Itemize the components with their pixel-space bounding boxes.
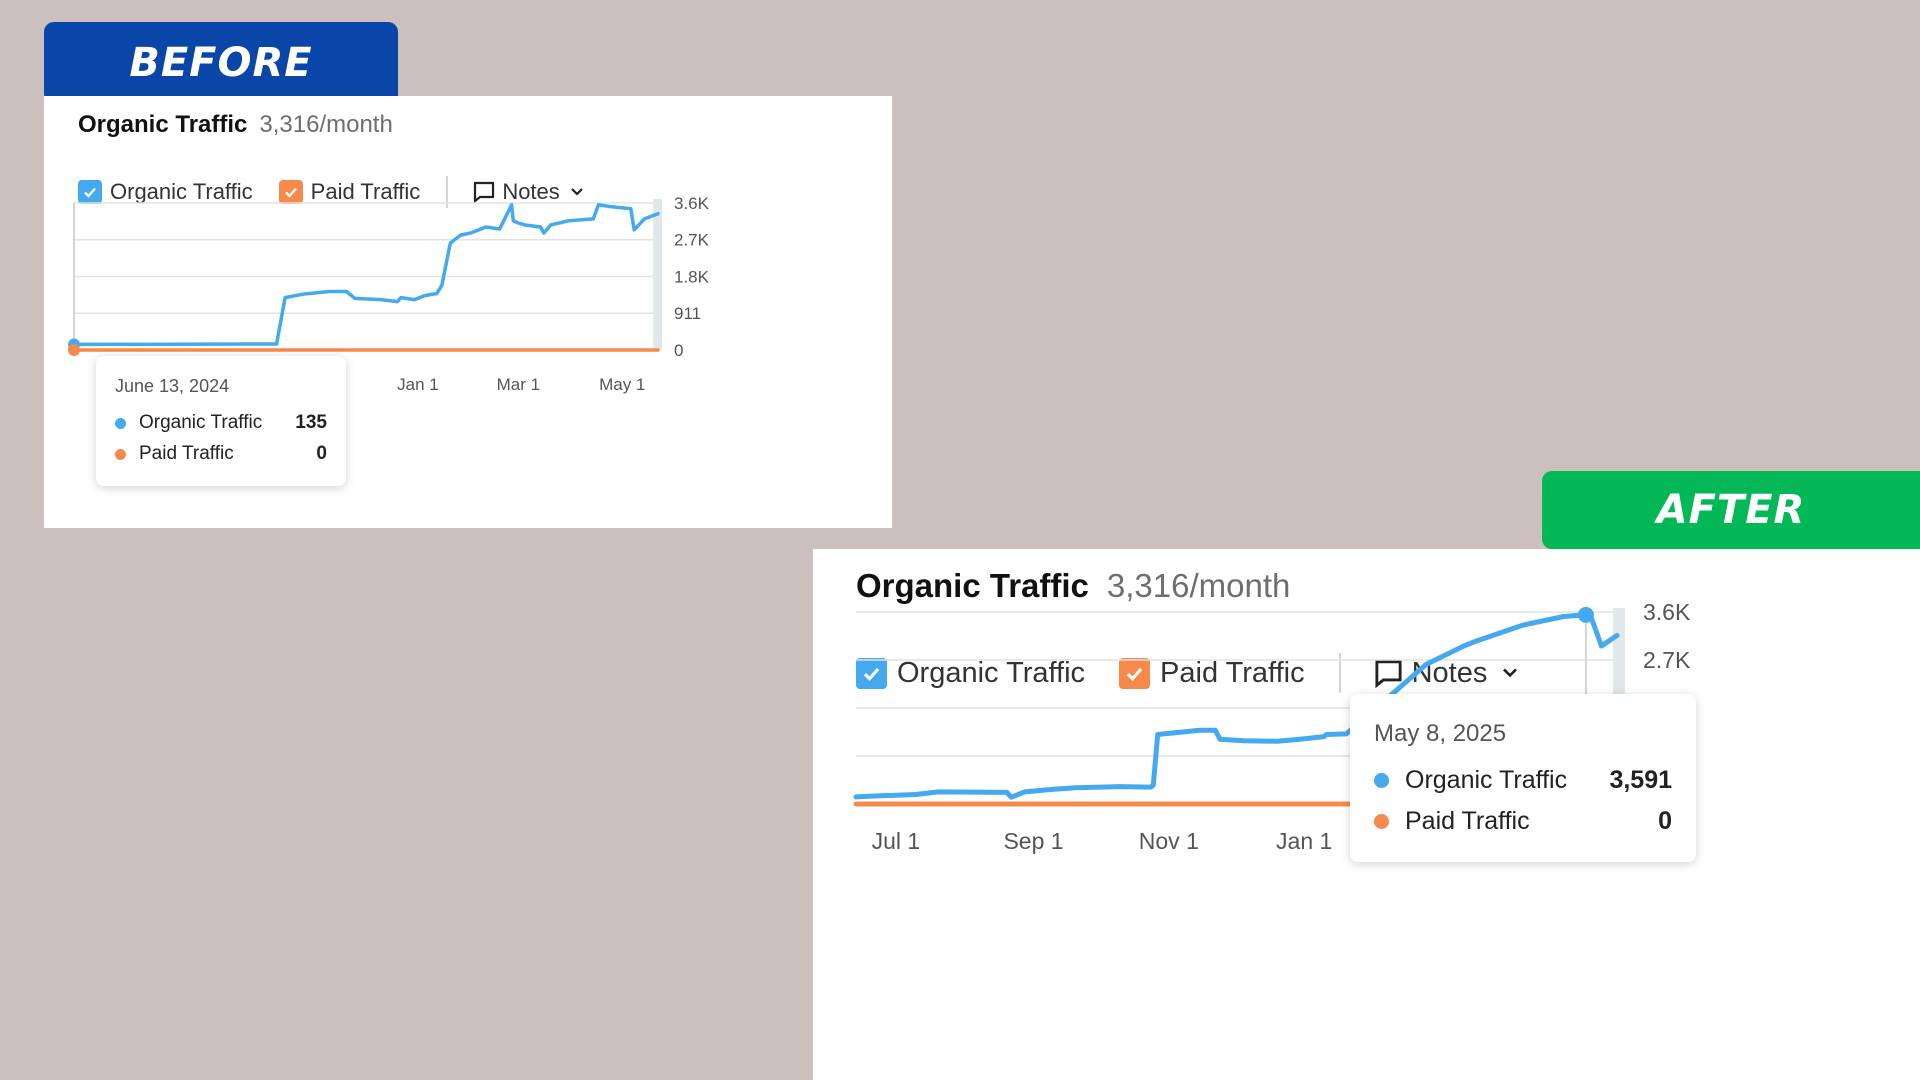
x-tick-label: Jan 1 bbox=[1276, 828, 1332, 854]
after-panel: Organic Traffic 3,316/month Organic Traf… bbox=[813, 549, 1920, 1080]
after-legend-organic[interactable]: Organic Traffic bbox=[856, 657, 1085, 690]
before-legend-paid[interactable]: Paid Traffic bbox=[278, 179, 421, 205]
before-legend-organic-label: Organic Traffic bbox=[110, 179, 253, 204]
comment-icon bbox=[1375, 659, 1402, 688]
after-legend-paid-label: Paid Traffic bbox=[1160, 656, 1305, 689]
before-tooltip-organic-label: Organic Traffic bbox=[139, 412, 263, 433]
before-notes-button[interactable]: Notes bbox=[472, 179, 583, 205]
before-tooltip-organic-value: 135 bbox=[295, 412, 327, 433]
comment-icon bbox=[474, 181, 495, 204]
paid-dot bbox=[115, 448, 126, 460]
before-badge: BEFORE bbox=[44, 22, 398, 104]
after-tooltip: May 8, 2025 Organic Traffic 3,591 Paid T… bbox=[1350, 694, 1696, 862]
before-panel: Organic Traffic 3,316/month Organic Traf… bbox=[44, 96, 892, 528]
x-tick-label: Sep 1 bbox=[1003, 828, 1063, 854]
before-tooltip-paid-value: 0 bbox=[316, 443, 327, 464]
organic-traffic-line bbox=[72, 203, 660, 347]
before-legend: Organic Traffic Paid Traffic Notes bbox=[78, 176, 584, 208]
checkbox-checked-icon[interactable] bbox=[78, 180, 102, 204]
chevron-down-icon bbox=[571, 188, 583, 196]
before-tooltip-date: June 13, 2024 bbox=[115, 376, 230, 396]
checkbox-checked-icon[interactable] bbox=[278, 180, 303, 204]
before-legend-paid-label: Paid Traffic bbox=[310, 179, 421, 204]
paid-hover-point bbox=[68, 344, 80, 356]
after-tooltip-date: May 8, 2025 bbox=[1374, 720, 1507, 747]
after-notes-label: Notes bbox=[1411, 656, 1488, 689]
x-tick-label: Jul 1 bbox=[872, 828, 921, 854]
after-tooltip-paid-label: Paid Traffic bbox=[1405, 807, 1530, 835]
y-tick-label: 2.7K bbox=[674, 231, 710, 250]
y-tick-label: 3.6K bbox=[674, 194, 710, 213]
y-tick-label: 1.8K bbox=[674, 267, 710, 286]
y-tick-label: 2.7K bbox=[1643, 647, 1691, 673]
after-subtitle: 3,316/month bbox=[1106, 567, 1291, 604]
before-tooltip-paid-label: Paid Traffic bbox=[139, 443, 234, 464]
organic-hover-point bbox=[1577, 606, 1594, 623]
legend-divider bbox=[1338, 653, 1341, 693]
x-tick-label: Jan 1 bbox=[397, 375, 439, 394]
before-legend-organic[interactable]: Organic Traffic bbox=[78, 179, 253, 205]
organic-dot bbox=[115, 417, 126, 429]
after-legend-paid[interactable]: Paid Traffic bbox=[1119, 657, 1305, 690]
legend-divider bbox=[446, 176, 449, 208]
y-tick-label: 0 bbox=[674, 341, 683, 360]
x-tick-label: Nov 1 bbox=[1139, 828, 1199, 854]
y-tick-label: 3.6K bbox=[1643, 599, 1691, 625]
after-tooltip-organic-value: 3,591 bbox=[1609, 766, 1672, 794]
before-tooltip: June 13, 2024 Organic Traffic 135 Paid T… bbox=[96, 356, 346, 486]
checkbox-checked-icon[interactable] bbox=[856, 657, 887, 689]
organic-dot bbox=[1374, 773, 1389, 788]
after-tooltip-paid-value: 0 bbox=[1658, 807, 1672, 835]
after-legend: Organic Traffic Paid Traffic Notes bbox=[856, 653, 1519, 693]
after-legend-organic-label: Organic Traffic bbox=[897, 656, 1086, 689]
before-tooltip-paid: Paid Traffic 0 bbox=[115, 443, 327, 465]
after-tooltip-organic: Organic Traffic 3,591 bbox=[1374, 766, 1672, 795]
after-badge: AFTER bbox=[1542, 471, 1920, 549]
x-tick-label: Mar 1 bbox=[497, 375, 540, 394]
before-title-row: Organic Traffic 3,316/month bbox=[78, 111, 393, 139]
after-tooltip-organic-label: Organic Traffic bbox=[1405, 766, 1568, 794]
chevron-down-icon bbox=[1503, 668, 1518, 678]
after-title: Organic Traffic bbox=[856, 567, 1089, 604]
before-subtitle: 3,316/month bbox=[259, 111, 393, 138]
paid-dot bbox=[1374, 814, 1389, 829]
checkbox-checked-icon[interactable] bbox=[1119, 657, 1151, 689]
before-title: Organic Traffic bbox=[78, 111, 248, 138]
organic-traffic-line bbox=[853, 612, 1620, 800]
before-tooltip-organic: Organic Traffic 135 bbox=[115, 412, 327, 434]
after-title-row: Organic Traffic 3,316/month bbox=[856, 567, 1290, 605]
x-tick-label: May 1 bbox=[599, 375, 645, 394]
range-handle[interactable] bbox=[653, 199, 662, 350]
before-notes-label: Notes bbox=[502, 179, 560, 204]
after-notes-button[interactable]: Notes bbox=[1373, 657, 1520, 690]
y-tick-label: 911 bbox=[674, 304, 701, 323]
after-tooltip-paid: Paid Traffic 0 bbox=[1374, 807, 1672, 836]
